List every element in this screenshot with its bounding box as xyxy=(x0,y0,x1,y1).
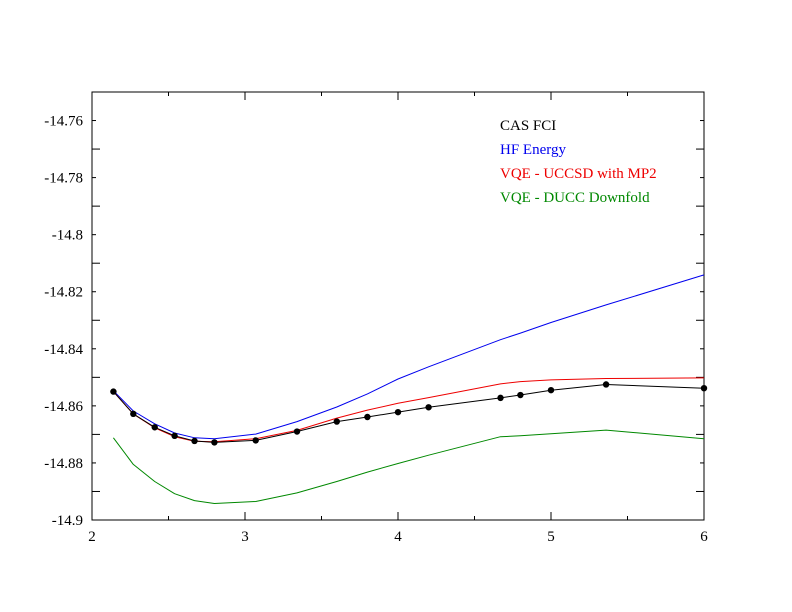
data-point xyxy=(394,408,402,416)
data-point xyxy=(151,424,158,431)
series-line xyxy=(112,429,705,504)
data-point xyxy=(171,432,178,440)
plot-frame xyxy=(91,91,705,521)
data-point xyxy=(333,418,340,425)
axis-tick-labels: 2 3 4 5 6 -14.76 -14.78 -14.8 -14.82 -14.84 -14.86… xyxy=(44,114,708,545)
axis-ticks xyxy=(91,91,705,521)
series-vqe-uccsd-with-mp2 xyxy=(113,377,705,443)
x-tick-label: 3 xyxy=(241,529,249,545)
y-tick-label: -14.8 xyxy=(52,228,83,244)
x-tick-label: 5 xyxy=(547,529,555,545)
data-point xyxy=(602,381,610,388)
series-layer xyxy=(110,274,708,504)
y-tick-label: -14.78 xyxy=(44,171,83,187)
x-tick-label: 2 xyxy=(88,529,96,545)
legend-entry: VQE - UCCSD with MP2 xyxy=(500,166,657,182)
data-point xyxy=(547,386,555,394)
data-point xyxy=(517,391,524,399)
legend-entry: VQE - DUCC Downfold xyxy=(500,190,650,206)
series-vqe-ducc-downfold xyxy=(112,429,705,504)
y-tick-label: -14.9 xyxy=(52,513,83,529)
series-hf-energy xyxy=(113,274,705,440)
data-point xyxy=(700,384,708,392)
data-point xyxy=(130,410,137,418)
data-point xyxy=(293,428,301,435)
data-point xyxy=(211,439,218,446)
data-point xyxy=(425,404,432,411)
legend-entry: HF Energy xyxy=(500,142,566,158)
series-cas-fci xyxy=(110,381,708,446)
legend: CAS FCI HF Energy VQE - UCCSD with MP2 VQE … xyxy=(500,118,657,206)
x-tick-label: 4 xyxy=(394,529,402,545)
series-line xyxy=(113,377,705,443)
y-tick-label: -14.76 xyxy=(44,114,83,130)
data-point xyxy=(191,437,198,445)
x-tick-label: 6 xyxy=(700,529,708,545)
legend-entry: CAS FCI xyxy=(500,118,556,134)
y-tick-label: -14.82 xyxy=(44,285,83,301)
y-tick-label: -14.88 xyxy=(44,456,83,472)
series-line xyxy=(113,384,705,443)
data-point xyxy=(497,394,504,402)
y-tick-label: -14.86 xyxy=(44,399,83,415)
data-point xyxy=(252,437,259,444)
y-tick-label: -14.84 xyxy=(44,342,83,358)
series-line xyxy=(113,274,705,440)
data-point xyxy=(364,413,371,421)
data-point xyxy=(110,388,117,395)
